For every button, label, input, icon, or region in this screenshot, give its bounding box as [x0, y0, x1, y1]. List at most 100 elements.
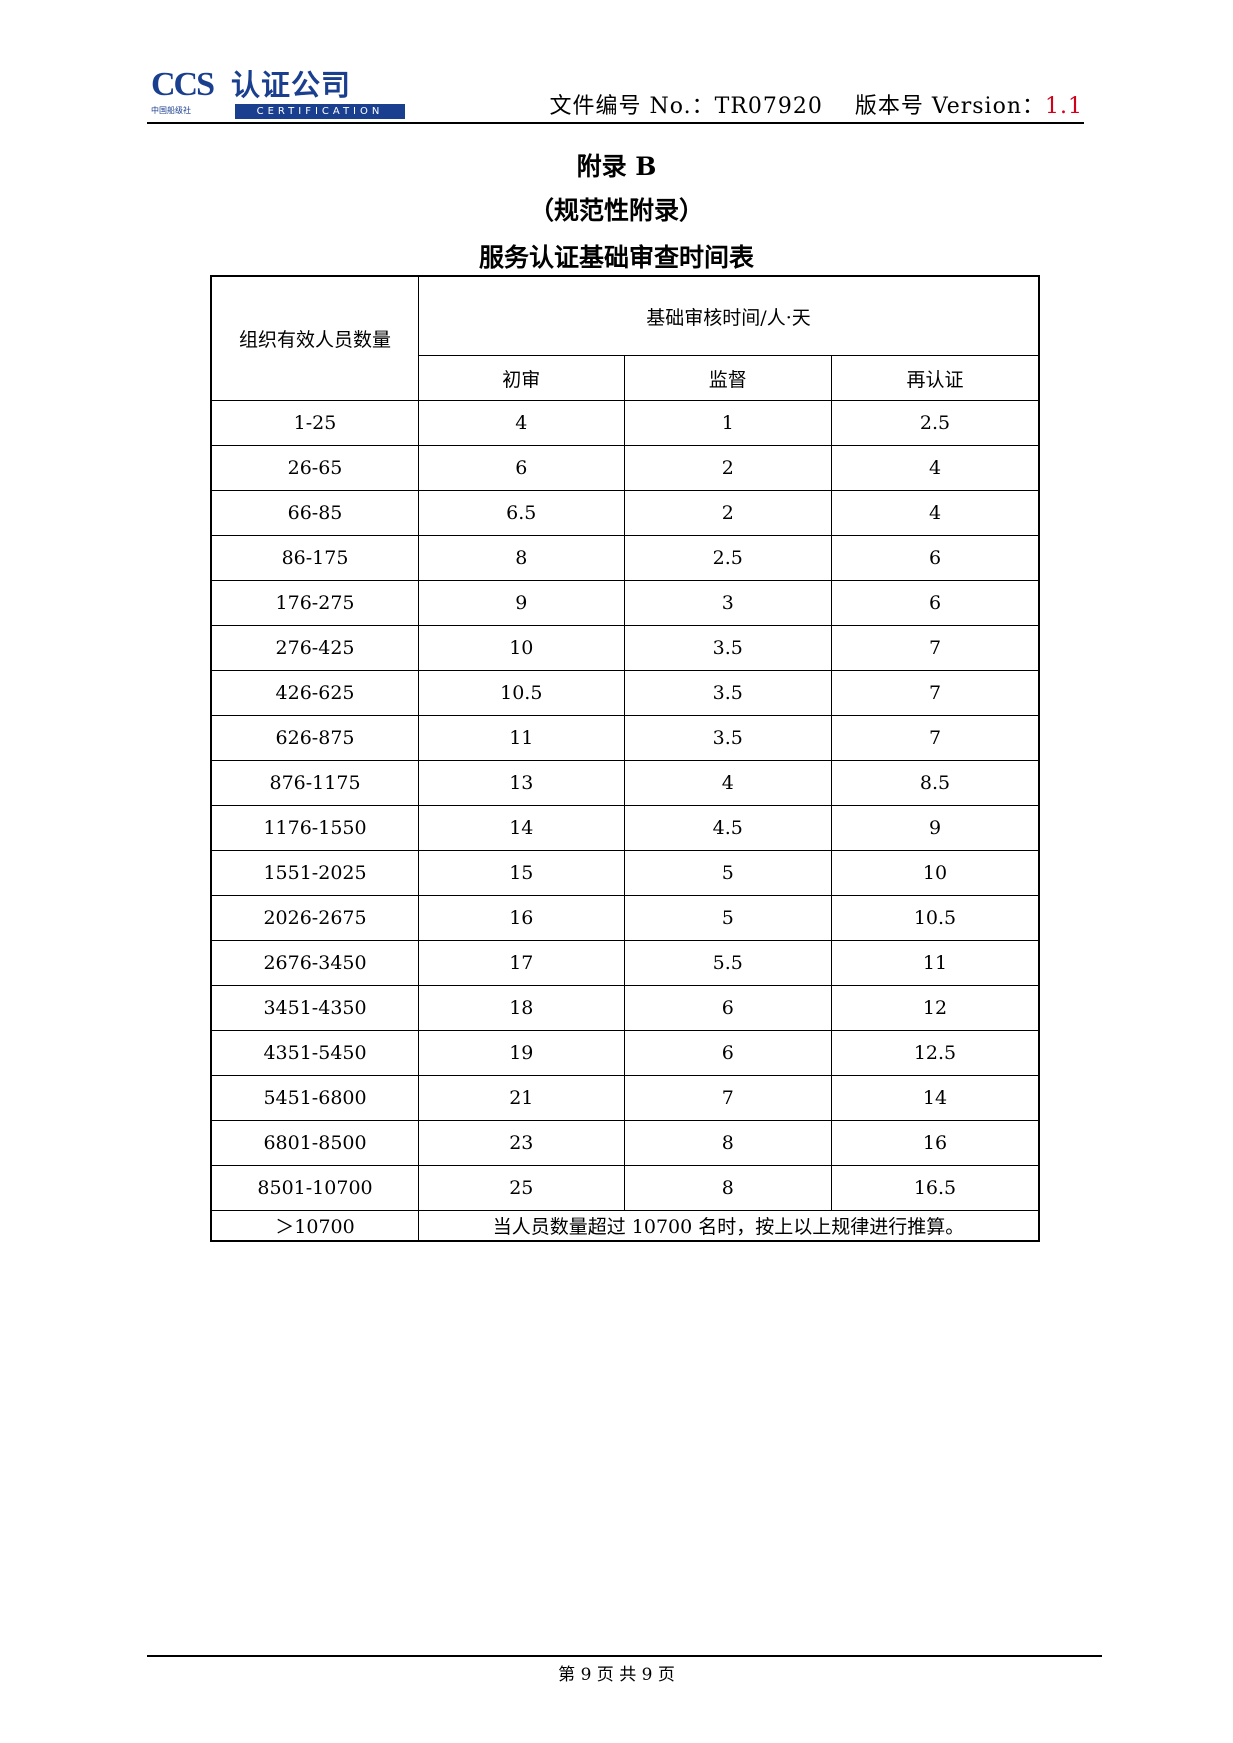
table-cell: 5	[623, 895, 832, 941]
table-cell: 10	[418, 625, 625, 671]
table-cell: 8.5	[830, 760, 1040, 806]
table-cell: 4	[830, 490, 1040, 536]
table-cell: 7	[623, 1075, 832, 1121]
table-row: 86-175 8 2.5 6	[210, 535, 1040, 581]
version: 1.1	[1045, 94, 1083, 119]
doc-number: TR07920	[714, 94, 823, 119]
table-cell: 26-65	[210, 445, 420, 491]
row-header: 组织有效人员数量	[210, 275, 420, 401]
table-cell: 3.5	[623, 625, 832, 671]
table-row: 3451-4350 18 6 12	[210, 985, 1040, 1031]
table-cell: 3.5	[623, 670, 832, 716]
table-cell: 21	[418, 1075, 625, 1121]
table-row: 1-25 4 1 2.5	[210, 400, 1040, 446]
table-cell: 426-625	[210, 670, 420, 716]
table-row: 876-1175 13 4 8.5	[210, 760, 1040, 806]
table-cell: 14	[830, 1075, 1040, 1121]
table-cell: 10.5	[418, 670, 625, 716]
table-row: 2026-2675 16 5 10.5	[210, 895, 1040, 941]
table-cell: 626-875	[210, 715, 420, 761]
table-cell: 5.5	[623, 940, 832, 986]
table-row: 276-425 10 3.5 7	[210, 625, 1040, 671]
column-header: 初审	[418, 355, 625, 401]
table-cell: 17	[418, 940, 625, 986]
table-cell: 2676-3450	[210, 940, 420, 986]
table-cell: 1	[623, 400, 832, 446]
table-cell: 5	[623, 850, 832, 896]
table-cell: 9	[830, 805, 1040, 851]
table-cell: 2	[623, 490, 832, 536]
table-cell: 4	[830, 445, 1040, 491]
table-cell: 2026-2675	[210, 895, 420, 941]
table-cell: 16	[418, 895, 625, 941]
document-info: 文件编号 No.：TR07920 版本号 Version：1.1	[549, 94, 1083, 119]
table-cell: 6	[623, 985, 832, 1031]
table-cell: 6	[623, 1030, 832, 1076]
table-cell: 13	[418, 760, 625, 806]
table-cell: 6	[830, 535, 1040, 581]
table-cell: 14	[418, 805, 625, 851]
table-cell: 7	[830, 625, 1040, 671]
table-row: 1551-2025 15 5 10	[210, 850, 1040, 896]
table-cell: 3.5	[623, 715, 832, 761]
table-cell: 11	[830, 940, 1040, 986]
table-row: 1176-1550 14 4.5 9	[210, 805, 1040, 851]
table-cell: 3	[623, 580, 832, 626]
table-cell: 3451-4350	[210, 985, 420, 1031]
table-cell: 276-425	[210, 625, 420, 671]
table-cell: 5451-6800	[210, 1075, 420, 1121]
page-number: 第 9 页 共 9 页	[558, 1665, 675, 1685]
table-cell: 8	[418, 535, 625, 581]
table-cell: 1-25	[210, 400, 420, 446]
table-cell: 12.5	[830, 1030, 1040, 1076]
table-row: 176-275 9 3 6	[210, 580, 1040, 626]
table-cell: 7	[830, 670, 1040, 716]
table-cell: 4.5	[623, 805, 832, 851]
table-cell: 19	[418, 1030, 625, 1076]
table-row: 8501-10700 25 8 16.5	[210, 1165, 1040, 1211]
table-cell: 25	[418, 1165, 625, 1211]
table-cell: 1176-1550	[210, 805, 420, 851]
table-cell: 4	[623, 760, 832, 806]
table-row: 2676-3450 17 5.5 11	[210, 940, 1040, 986]
company-logo: CCS 认证公司 中国船级社 CERTIFICATION	[151, 68, 405, 120]
table-row-overflow: ＞10700 当人员数量超过 10700 名时，按上以上规律进行推算。	[210, 1210, 1040, 1242]
table-cell: 2.5	[830, 400, 1040, 446]
table-row: 66-85 6.5 2 4	[210, 490, 1040, 536]
table-row: 6801-8500 23 8 16	[210, 1120, 1040, 1166]
table-cell: 6801-8500	[210, 1120, 420, 1166]
footer-divider	[147, 1655, 1102, 1657]
table-cell: 4	[418, 400, 625, 446]
table-cell: 9	[418, 580, 625, 626]
table-cell: 15	[418, 850, 625, 896]
table-row: 26-65 6 2 4	[210, 445, 1040, 491]
table-cell: 16	[830, 1120, 1040, 1166]
table-cell: 4351-5450	[210, 1030, 420, 1076]
table-title: 服务认证基础审查时间表	[478, 243, 754, 272]
table-row: 426-625 10.5 3.5 7	[210, 670, 1040, 716]
table-cell: 6.5	[418, 490, 625, 536]
overflow-note: 当人员数量超过 10700 名时，按上以上规律进行推算。	[418, 1210, 1040, 1242]
appendix-title: 附录 B	[576, 152, 657, 181]
table-cell: 86-175	[210, 535, 420, 581]
table-cell: 18	[418, 985, 625, 1031]
table-cell: 12	[830, 985, 1040, 1031]
audit-time-table: 组织有效人员数量 基础审核时间/人·天 初审 监督 再认证 1-25 4 1 2.5 2…	[210, 275, 1040, 1242]
table-row: 626-875 11 3.5 7	[210, 715, 1040, 761]
table-cell: 66-85	[210, 490, 420, 536]
table-cell: 176-275	[210, 580, 420, 626]
table-cell: 8	[623, 1165, 832, 1211]
table-cell: 10.5	[830, 895, 1040, 941]
table-cell: 1551-2025	[210, 850, 420, 896]
table-cell: 876-1175	[210, 760, 420, 806]
column-header: 再认证	[830, 355, 1040, 401]
column-header: 监督	[623, 355, 832, 401]
table-cell: 6	[830, 580, 1040, 626]
table-cell: 8	[623, 1120, 832, 1166]
table-cell: 7	[830, 715, 1040, 761]
table-cell: 10	[830, 850, 1040, 896]
table-cell: 2	[623, 445, 832, 491]
group-header: 基础审核时间/人·天	[418, 275, 1040, 356]
table-cell: 8501-10700	[210, 1165, 420, 1211]
table-cell: 2.5	[623, 535, 832, 581]
